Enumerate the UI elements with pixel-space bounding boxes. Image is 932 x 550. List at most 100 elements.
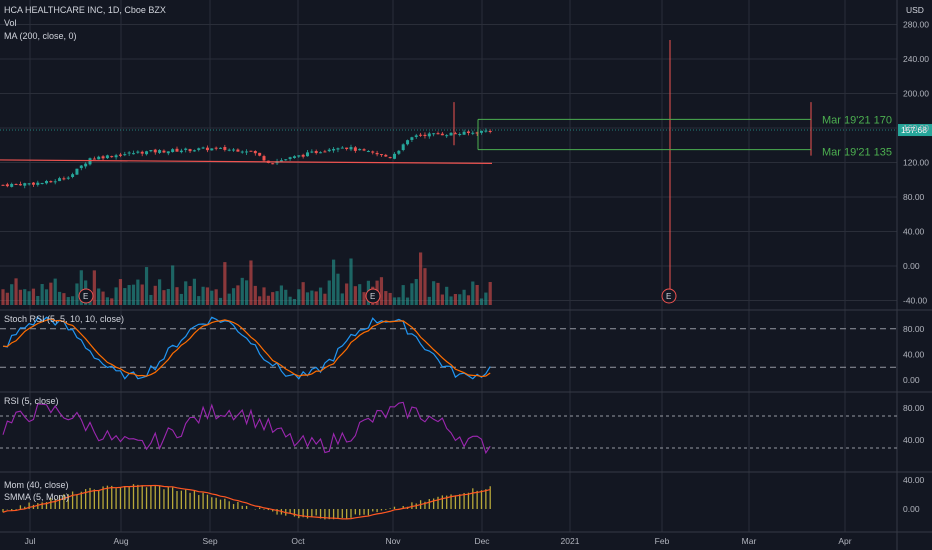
volume-bar bbox=[310, 290, 314, 305]
candle-body bbox=[327, 149, 331, 152]
volume-bar bbox=[388, 292, 392, 305]
volume-bar bbox=[188, 286, 192, 305]
volume-bar bbox=[488, 282, 492, 305]
volume-bar bbox=[27, 291, 31, 305]
volume-bar bbox=[271, 292, 275, 305]
candle-body bbox=[371, 151, 375, 153]
stoch-tick-label: 0.00 bbox=[903, 375, 920, 385]
candle-body bbox=[314, 151, 318, 154]
candle-body bbox=[184, 148, 188, 150]
candle-body bbox=[366, 150, 370, 152]
candle-body bbox=[18, 184, 22, 186]
candle-body bbox=[288, 157, 292, 159]
candle-body bbox=[10, 183, 14, 187]
candle-body bbox=[353, 147, 357, 151]
candle-body bbox=[475, 132, 479, 134]
volume-bar bbox=[1, 289, 5, 305]
candle-body bbox=[284, 159, 288, 161]
volume-bar bbox=[305, 292, 310, 305]
volume-bar bbox=[314, 291, 318, 305]
candle-body bbox=[84, 163, 88, 167]
candle-body bbox=[253, 151, 257, 154]
price-tick-label: 200.00 bbox=[903, 89, 929, 99]
earnings-marker-label: E bbox=[370, 292, 375, 301]
candle-body bbox=[362, 149, 366, 151]
price-tick-label: 160.00 bbox=[903, 123, 929, 133]
candle-body bbox=[75, 168, 79, 175]
current-price-tag bbox=[898, 124, 932, 137]
projection-annotations: 157.68 Mar 19'21 170 Mar 19'21 135 E E E bbox=[0, 40, 932, 304]
candle-body bbox=[310, 151, 314, 153]
time-axis: Jul Aug Sep Oct Nov Dec 2021 Feb Mar Apr bbox=[25, 536, 852, 546]
candle-body bbox=[440, 133, 444, 136]
volume-bar bbox=[445, 286, 449, 305]
candle-body bbox=[27, 183, 31, 185]
volume-bar bbox=[479, 298, 484, 305]
candle-body bbox=[332, 148, 336, 151]
candle-body bbox=[14, 183, 18, 185]
candle-body bbox=[240, 151, 244, 153]
time-tick-label: 2021 bbox=[561, 536, 580, 546]
candle-body bbox=[105, 155, 109, 159]
volume-bar bbox=[432, 281, 436, 305]
earnings-marker-label: E bbox=[83, 292, 88, 301]
volume-bar bbox=[262, 287, 266, 305]
volume-bar bbox=[475, 284, 479, 305]
stoch-tick-label: 80.00 bbox=[903, 324, 925, 334]
current-price-label: 157.68 bbox=[901, 125, 927, 135]
volume-bar bbox=[297, 289, 301, 305]
time-tick-label: Feb bbox=[655, 536, 670, 546]
candle-body bbox=[127, 152, 131, 154]
volume-bar bbox=[266, 295, 270, 305]
candle-body bbox=[292, 156, 296, 158]
candle-body bbox=[88, 158, 92, 165]
volume-bar bbox=[175, 287, 179, 305]
volume-bar bbox=[62, 293, 66, 305]
candle-body bbox=[406, 140, 410, 145]
volume-bar bbox=[353, 286, 357, 305]
rsi-tick-label: 80.00 bbox=[903, 403, 925, 413]
volume-bar bbox=[462, 289, 466, 305]
candle-body bbox=[466, 131, 470, 133]
candle-body bbox=[118, 154, 122, 156]
candle-body bbox=[384, 154, 388, 157]
candle-body bbox=[249, 150, 253, 152]
candle-body bbox=[132, 153, 135, 155]
earnings-marker bbox=[78, 288, 94, 304]
price-tick-label: 280.00 bbox=[903, 20, 929, 30]
ma-label: MA (200, close, 0) bbox=[4, 31, 77, 41]
candle-body bbox=[458, 133, 462, 135]
time-tick-label: Mar bbox=[742, 536, 757, 546]
volume-bar bbox=[327, 280, 331, 305]
volume-bar bbox=[14, 278, 18, 305]
candle-body bbox=[171, 149, 175, 153]
candle-body bbox=[453, 133, 457, 135]
volume-bar bbox=[384, 291, 388, 305]
volume-bar bbox=[23, 289, 27, 305]
candle-body bbox=[71, 174, 75, 177]
volume-bar bbox=[405, 297, 410, 305]
candle-body bbox=[227, 149, 231, 151]
volume-bar bbox=[332, 259, 336, 305]
volume-bar bbox=[427, 296, 431, 305]
candle-body bbox=[262, 156, 266, 161]
stoch-d-line bbox=[2, 318, 491, 378]
candle-body bbox=[123, 154, 127, 156]
time-tick-label: Apr bbox=[838, 536, 851, 546]
volume-bar bbox=[397, 297, 401, 305]
candle-body bbox=[23, 183, 27, 186]
candle-body bbox=[5, 184, 9, 187]
volume-bar bbox=[75, 283, 79, 305]
volume-bar bbox=[123, 288, 127, 305]
candle-body bbox=[488, 130, 492, 132]
price-axis: 280.00 240.00 200.00 160.00 120.00 80.00 40.00… bbox=[903, 20, 929, 514]
volume-bar bbox=[231, 288, 236, 305]
volume-bar bbox=[66, 297, 70, 305]
rsi-line bbox=[2, 401, 491, 455]
candle-body bbox=[358, 148, 362, 151]
time-tick-label: Oct bbox=[291, 536, 305, 546]
volume-bar bbox=[110, 298, 114, 305]
candle-body bbox=[140, 151, 144, 154]
